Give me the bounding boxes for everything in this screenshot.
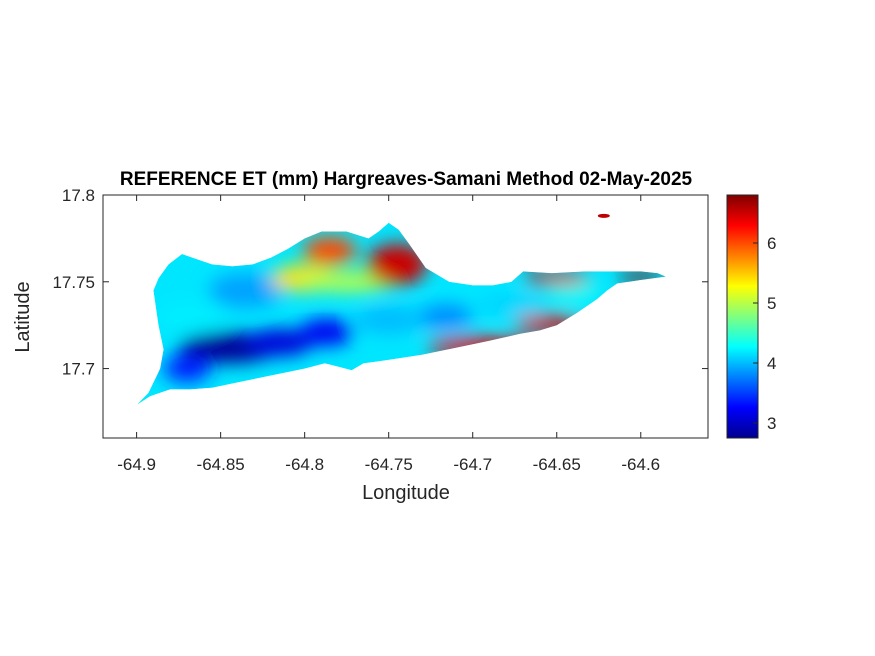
colorbar: 3 4 5 6 — [726, 194, 776, 439]
axes-box — [102, 194, 709, 439]
colorbar-tick-label: 6 — [767, 234, 776, 253]
colorbar-tick-label: 3 — [767, 414, 776, 433]
y-tick-label: 17.75 — [52, 273, 95, 292]
et-field — [136, 222, 667, 405]
et-region-1 — [245, 328, 314, 357]
et-region-11 — [296, 271, 398, 293]
x-tick-label: -64.9 — [117, 455, 156, 474]
colorbar-tick-label: 4 — [767, 354, 776, 373]
et-region-17 — [617, 271, 665, 282]
et-region-12 — [302, 236, 357, 265]
y-axis-label: Latitude — [12, 281, 34, 352]
x-tick-label: -64.8 — [285, 455, 324, 474]
et-region-6 — [355, 306, 423, 334]
et-region-2 — [299, 318, 354, 347]
x-axis-label: Longitude — [362, 482, 450, 504]
et-region-16 — [523, 271, 591, 286]
y-tick-label: 17.8 — [62, 186, 95, 205]
y-axis: 17.7 17.75 17.8 — [52, 186, 708, 379]
et-region-5 — [208, 273, 283, 308]
y-tick-label: 17.7 — [62, 360, 95, 379]
et-region-7 — [418, 304, 473, 329]
et-region-13 — [366, 243, 428, 286]
colorbar-tick-label: 5 — [767, 294, 776, 313]
x-tick-label: -64.75 — [365, 455, 413, 474]
islet-mark — [597, 213, 610, 218]
et-region-8 — [476, 293, 544, 315]
et-region-9 — [548, 280, 599, 301]
x-tick-label: -64.6 — [621, 455, 660, 474]
et-region-14 — [427, 337, 535, 355]
et-region-15 — [514, 314, 582, 333]
colorbar-gradient — [726, 194, 759, 439]
x-tick-label: -64.7 — [453, 455, 492, 474]
et-region-4 — [156, 302, 224, 331]
chart-title: REFERENCE ET (mm) Hargreaves-Samani Meth… — [120, 169, 693, 190]
et-region-3 — [163, 354, 211, 383]
x-tick-label: -64.85 — [197, 455, 245, 474]
x-axis: -64.9 -64.85 -64.8 -64.75 -64.7 -64.65 -64.6 — [117, 195, 660, 474]
x-tick-label: -64.65 — [533, 455, 581, 474]
